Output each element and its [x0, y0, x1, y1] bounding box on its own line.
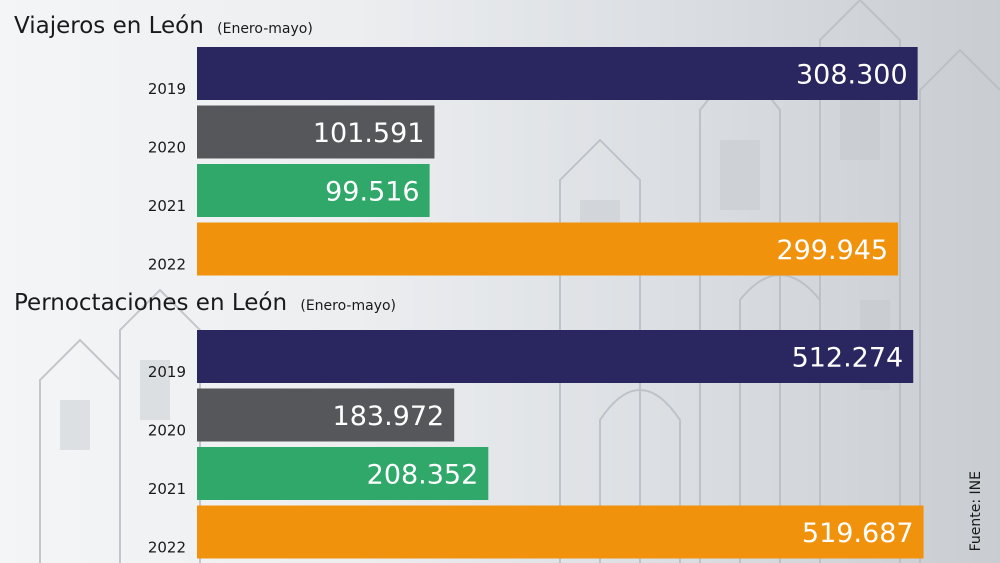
- chart-subtitle-viajeros: (Enero-mayo): [217, 21, 313, 37]
- source-label: Fuente: INE: [968, 470, 984, 551]
- value-label-2022: 519.687: [802, 518, 914, 549]
- year-label-2019: 2019: [148, 363, 186, 381]
- year-label-2021: 2021: [148, 197, 186, 215]
- year-label-2020: 2020: [148, 422, 186, 440]
- value-label-2021: 208.352: [367, 460, 479, 491]
- year-label-2019: 2019: [148, 80, 186, 98]
- year-label-2022: 2022: [148, 539, 186, 557]
- chart-title-viajeros: Viajeros en León: [14, 13, 204, 39]
- bar-2020: [197, 105, 435, 159]
- year-label-2020: 2020: [148, 139, 186, 157]
- value-label-2021: 99.516: [325, 177, 419, 208]
- chart-subtitle-pernoctaciones: (Enero-mayo): [300, 298, 396, 314]
- value-label-2022: 299.945: [776, 235, 888, 266]
- value-label-2020: 101.591: [313, 118, 425, 149]
- year-label-2021: 2021: [148, 480, 186, 498]
- bar-2019: [197, 47, 918, 100]
- bar-2019: [197, 330, 914, 383]
- chart-viajeros: Viajeros en León (Enero-mayo) 2019 308.30…: [14, 13, 918, 276]
- year-label-2022: 2022: [148, 256, 186, 274]
- chart-pernoctaciones: Pernoctaciones en León (Enero-mayo) 2019…: [14, 290, 924, 559]
- svg-text:Viajeros en León (Enero-: Viajeros en León (Enero-mayo): [14, 13, 313, 39]
- bar-2020: [197, 388, 455, 442]
- bar-2022: [197, 505, 924, 559]
- chart-title-pernoctaciones: Pernoctaciones en León: [14, 290, 287, 316]
- value-label-2019: 308.300: [796, 60, 908, 91]
- value-label-2020: 183.972: [333, 401, 445, 432]
- bar-2022: [197, 222, 899, 276]
- svg-text:Pernoctaciones en León (: Pernoctaciones en León (Enero-mayo): [14, 290, 396, 316]
- bar-2021: [197, 164, 430, 217]
- bar-2021: [197, 447, 489, 500]
- value-label-2019: 512.274: [792, 343, 904, 374]
